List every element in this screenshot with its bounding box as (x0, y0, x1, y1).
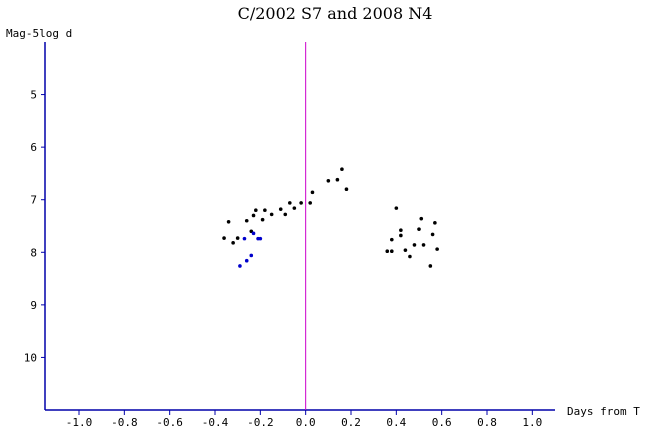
data-point (310, 190, 315, 195)
data-point (340, 167, 344, 172)
x-tick-label: -0.6 (156, 416, 183, 429)
x-tick-label: 1.0 (522, 416, 542, 429)
y-tick-label: 7 (30, 194, 37, 207)
data-point (394, 206, 399, 210)
y-tick-label: 9 (30, 299, 37, 312)
x-tick-label: 0.4 (386, 416, 406, 429)
data-point-blue (238, 264, 242, 268)
x-tick-label: 0.2 (341, 416, 361, 429)
data-point (326, 178, 331, 183)
data-point (299, 201, 303, 205)
y-tick-label: 5 (30, 89, 37, 102)
tick-group: -1.0 -0.8 -0.6 -0.4 -0.2 0.0 0.2 0.4 0.6 0.8 1.0 5 6… (24, 89, 543, 429)
x-tick-label: -0.8 (111, 416, 138, 429)
data-point-blue (249, 253, 254, 258)
x-axis-label: Days from T (567, 405, 640, 418)
data-point (421, 243, 426, 247)
data-point (251, 213, 256, 218)
data-point (399, 228, 403, 233)
data-point (428, 264, 433, 268)
data-point-blue (258, 236, 263, 241)
y-tick-label: 8 (30, 246, 37, 259)
data-point (263, 208, 267, 213)
data-point (390, 237, 394, 242)
data-point (385, 249, 390, 254)
data-point (430, 232, 435, 237)
x-tick-label: -0.2 (247, 416, 274, 429)
data-point (260, 217, 265, 222)
data-point (419, 216, 424, 221)
x-tick-label: -0.4 (202, 416, 229, 429)
data-point (292, 206, 297, 210)
chart-title: C/2002 S7 and 2008 N4 (238, 4, 433, 23)
x-tick-label: 0.6 (432, 416, 452, 429)
data-points (222, 167, 439, 268)
data-point (433, 221, 437, 225)
data-point (269, 212, 274, 217)
data-point (435, 247, 439, 251)
x-tick-label: 0.8 (477, 416, 497, 429)
data-point (417, 227, 421, 231)
y-tick-label: 6 (30, 141, 37, 154)
data-point (278, 207, 283, 211)
data-point (222, 236, 226, 240)
data-point (403, 248, 408, 252)
data-point (399, 233, 403, 238)
data-point (308, 201, 313, 205)
data-point (283, 212, 288, 217)
data-point (390, 249, 394, 254)
x-tick-label: 0.0 (296, 416, 316, 429)
data-point (231, 241, 235, 245)
data-point (344, 187, 349, 191)
data-point-blue (244, 258, 249, 263)
data-point (244, 218, 249, 223)
data-point (226, 219, 231, 224)
y-axis-label: Mag-5log d (6, 27, 72, 40)
data-point (288, 201, 292, 205)
data-point (412, 243, 417, 247)
axes (44, 42, 555, 411)
data-point (335, 177, 340, 182)
data-point (408, 254, 412, 259)
data-point (254, 208, 258, 213)
data-point-blue (251, 231, 256, 236)
data-point-blue (242, 236, 247, 241)
data-point (249, 229, 254, 234)
x-tick-label: -1.0 (66, 416, 93, 429)
data-point (235, 236, 240, 240)
y-tick-label: 10 (24, 351, 37, 364)
